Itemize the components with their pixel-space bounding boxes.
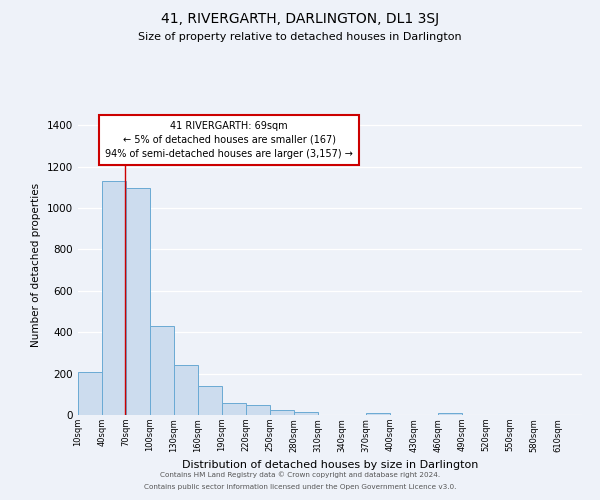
Bar — [102, 181, 126, 415]
Text: Contains HM Land Registry data © Crown copyright and database right 2024.: Contains HM Land Registry data © Crown c… — [160, 471, 440, 478]
Text: 41, RIVERGARTH, DARLINGTON, DL1 3SJ: 41, RIVERGARTH, DARLINGTON, DL1 3SJ — [161, 12, 439, 26]
Bar — [150, 326, 174, 415]
Bar — [270, 410, 294, 415]
Bar — [366, 413, 390, 415]
Bar — [294, 412, 318, 415]
Bar — [438, 413, 462, 415]
Text: 41 RIVERGARTH: 69sqm
← 5% of detached houses are smaller (167)
94% of semi-detac: 41 RIVERGARTH: 69sqm ← 5% of detached ho… — [105, 121, 353, 159]
Text: Size of property relative to detached houses in Darlington: Size of property relative to detached ho… — [138, 32, 462, 42]
Bar — [198, 386, 222, 415]
Bar — [78, 372, 102, 415]
X-axis label: Distribution of detached houses by size in Darlington: Distribution of detached houses by size … — [182, 460, 478, 470]
Y-axis label: Number of detached properties: Number of detached properties — [31, 183, 41, 347]
Bar — [222, 402, 246, 415]
Bar — [174, 366, 198, 415]
Bar — [246, 406, 270, 415]
Text: Contains public sector information licensed under the Open Government Licence v3: Contains public sector information licen… — [144, 484, 456, 490]
Bar — [126, 188, 150, 415]
